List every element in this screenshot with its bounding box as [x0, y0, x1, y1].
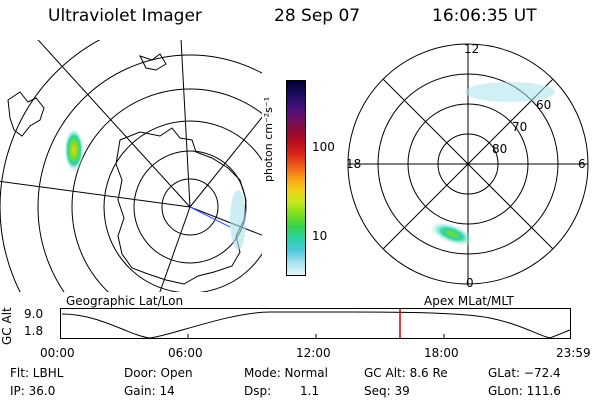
altitude-timeline — [60, 308, 571, 339]
status-seq: Seq: 39 — [364, 384, 410, 398]
mlt-label-6: 6 — [578, 157, 586, 171]
mlat-label-70: 70 — [512, 120, 528, 134]
mlat-label-80: 80 — [492, 142, 508, 156]
timeline-xtick-4: 23:59 — [556, 346, 591, 360]
magnetic-map — [347, 43, 589, 285]
geographic-map — [0, 40, 262, 292]
mlat-label-60: 60 — [536, 98, 552, 112]
mlt-label-18: 18 — [346, 157, 362, 171]
colorbar-unit-label: photon cm⁻²s⁻¹ — [262, 96, 275, 182]
status-door: Door: Open — [124, 366, 193, 380]
timeline-ytick-min: 1.8 — [24, 324, 44, 338]
colorbar-tick-100: 100 — [312, 140, 335, 154]
aurora-oval — [429, 221, 475, 247]
status-glon: GLon: 111.6 — [488, 384, 561, 398]
timeline-xtick-0: 00:00 — [40, 346, 75, 360]
timeline-ylabel: GC Alt — [0, 307, 14, 345]
left-panel-caption: Geographic Lat/Lon — [66, 294, 184, 308]
timeline-xtick-3: 18:00 — [424, 346, 459, 360]
time-label: 16:06:35 UT — [432, 6, 537, 26]
mlt-label-12: 12 — [464, 42, 480, 56]
instrument-title: Ultraviolet Imager — [48, 6, 202, 26]
mlt-label-0: 0 — [466, 276, 474, 290]
colorbar-tick-10: 10 — [312, 229, 328, 243]
timeline-xtick-1: 06:00 — [168, 346, 203, 360]
status-dsp-value: 1.1 — [300, 384, 320, 398]
timeline-ytick-max: 9.0 — [24, 307, 44, 321]
status-dsp: Dsp: — [244, 384, 272, 398]
status-gain: Gain: 14 — [124, 384, 175, 398]
status-glat: GLat: −72.4 — [488, 366, 561, 380]
colorbar — [286, 80, 306, 276]
timeline-xtick-2: 12:00 — [296, 346, 331, 360]
status-ip: IP: 36.0 — [10, 384, 56, 398]
status-flt: Flt: LBHL — [10, 366, 64, 380]
status-gc-alt: GC Alt: 8.6 Re — [364, 366, 448, 380]
status-mode: Mode: Normal — [244, 366, 328, 380]
aurora-spot — [64, 128, 84, 172]
right-panel-caption: Apex MLat/MLT — [424, 294, 514, 308]
date-label: 28 Sep 07 — [274, 6, 361, 26]
